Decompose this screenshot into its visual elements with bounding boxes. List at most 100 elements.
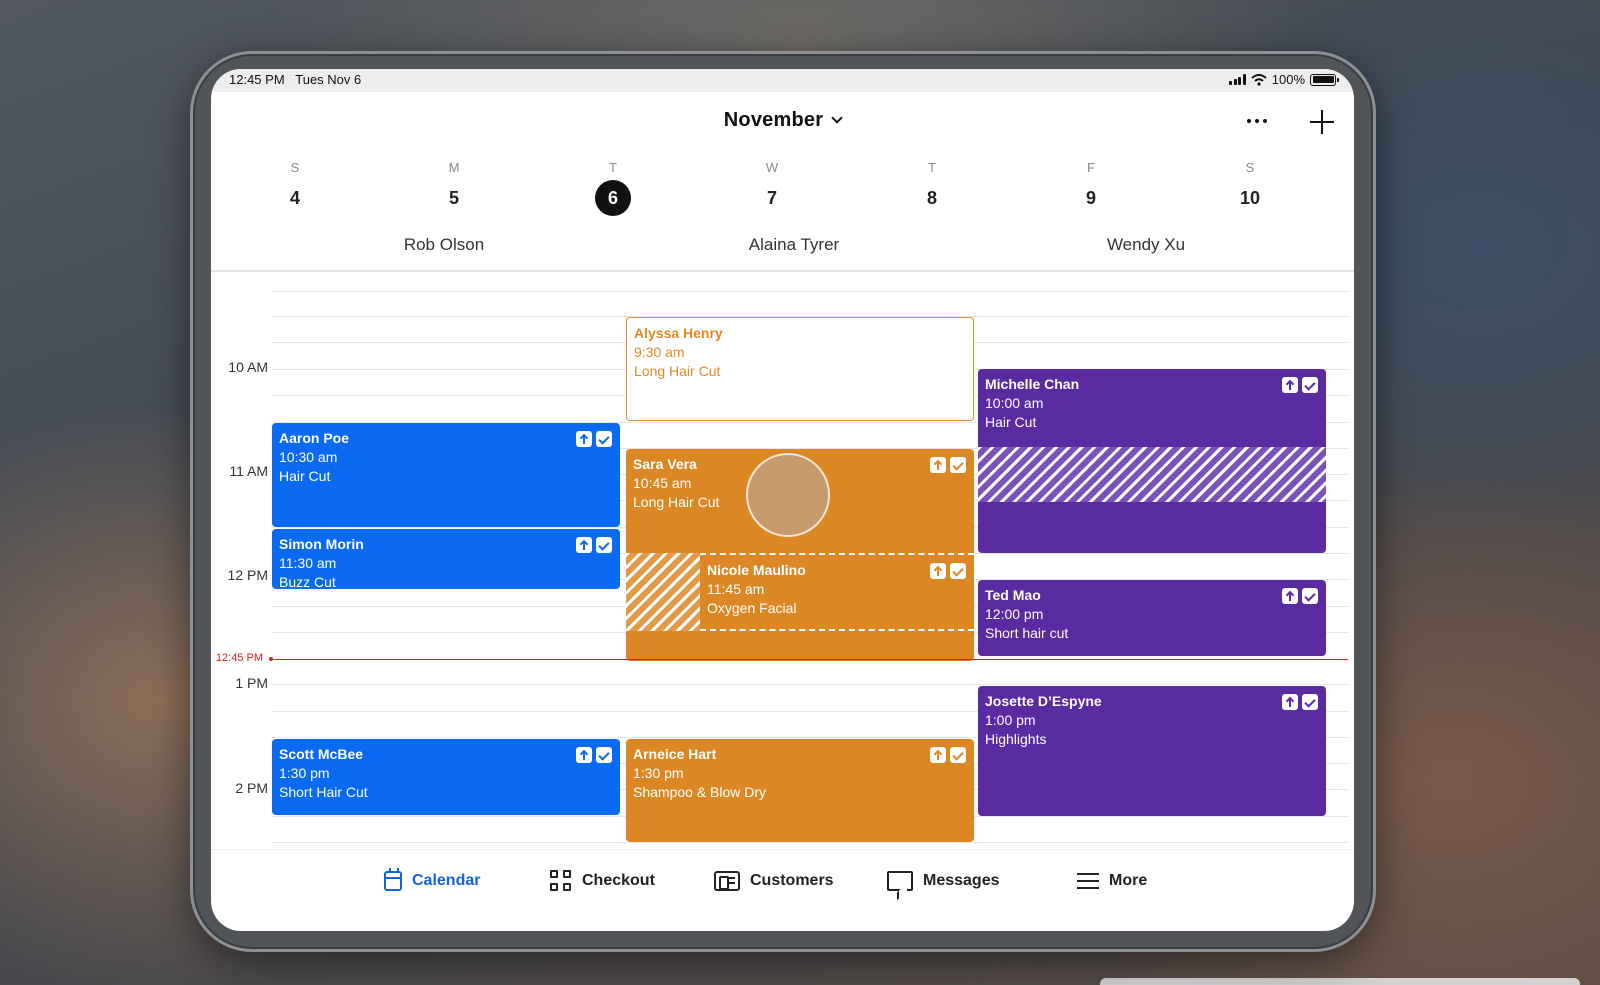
status-indicators: 100% [1229,72,1339,87]
day-letter: S [1245,160,1255,175]
appointment-service: Shampoo & Blow Dry [633,784,767,800]
tab-checkout[interactable]: Checkout [550,866,655,896]
grid-line [272,684,1348,685]
processing-time-hatch [978,447,1326,502]
month-selector[interactable]: November [211,109,1354,132]
day-letter: T [928,160,936,175]
menu-icon [1077,873,1099,889]
check-icon[interactable] [596,537,612,553]
signal-icon [1229,74,1246,85]
day-number: 8 [926,188,937,208]
check-icon[interactable] [1302,377,1318,393]
check-icon[interactable] [596,431,612,447]
day-number-selected: 6 [595,180,631,216]
check-icon[interactable] [950,563,966,579]
tabbar-divider [211,849,1354,850]
arrow-up-icon[interactable] [576,537,592,553]
appointment-time: 11:45 am [707,581,765,597]
battery-icon [1310,73,1339,86]
arrow-up-icon[interactable] [1282,694,1298,710]
appointment-alyssa-henry[interactable]: Alyssa Henry 9:30 am Long Hair Cut [626,317,974,421]
grid-line [272,448,1348,449]
appointment-arneice-hart[interactable]: Arneice Hart 1:30 pm Shampoo & Blow Dry [626,739,974,842]
chevron-down-icon [831,112,843,124]
appointment-time: 9:30 am [634,344,685,360]
day-letter: M [448,160,460,175]
grid-line [272,291,1348,292]
status-time: 12:45 PM Tues Nov 6 [229,72,361,87]
wifi-icon [1251,73,1267,86]
arrow-up-icon[interactable] [576,431,592,447]
tab-customers[interactable]: Customers [714,866,834,896]
calendar-icon [384,868,402,891]
appointment-time: 12:00 pm [985,606,1044,622]
appointment-client: Arneice Hart [633,746,717,762]
appointment-time: 10:45 am [633,475,692,491]
hour-label-10am: 10 AM [228,359,268,375]
status-clock: 12:45 PM [229,72,285,87]
background-window-edge [1100,978,1580,985]
more-options-icon[interactable] [1241,109,1273,133]
check-icon[interactable] [1302,694,1318,710]
day-number: 9 [1085,188,1096,208]
tab-label: Calendar [412,872,481,889]
appointment-service: Short Hair Cut [279,784,368,800]
appointment-ted-mao[interactable]: Ted Mao 12:00 pm Short hair cut [978,580,1326,656]
hour-label-12pm: 12 PM [227,567,268,583]
arrow-up-icon[interactable] [1282,588,1298,604]
day-number: 4 [289,188,300,208]
appointment-client: Aaron Poe [279,430,350,446]
check-icon[interactable] [950,747,966,763]
appointment-josette-despyne[interactable]: Josette D’Espyne 1:00 pm Highlights [978,686,1326,816]
day-letter: W [765,160,779,175]
day-letter: T [609,160,617,175]
hour-label-1pm: 1 PM [235,675,268,691]
appointment-client: Scott McBee [279,746,364,762]
add-icon[interactable] [1309,109,1335,135]
staff-header-alaina-tyrer[interactable]: Alaina Tyrer [748,235,840,254]
battery-percent: 100% [1271,72,1305,87]
status-bar: 12:45 PM Tues Nov 6 100% [211,69,1354,92]
message-icon [887,871,913,891]
appointment-client: Alyssa Henry [634,325,723,341]
tab-label: Checkout [582,872,655,889]
appointment-simon-morin[interactable]: Simon Morin 11:30 am Buzz Cut [272,529,620,589]
arrow-up-icon[interactable] [930,457,946,473]
arrow-up-icon[interactable] [930,563,946,579]
tab-messages[interactable]: Messages [887,866,1000,896]
arrow-up-icon[interactable] [576,747,592,763]
appointment-service: Hair Cut [279,468,331,484]
grid-line [272,316,1348,317]
appointment-time: 11:30 am [279,555,337,571]
grid-icon [550,870,572,892]
appointment-service: Highlights [985,731,1047,747]
arrow-up-icon[interactable] [1282,377,1298,393]
tab-more[interactable]: More [1077,866,1147,896]
appointment-client: Ted Mao [985,587,1041,603]
appointment-time: 10:00 am [985,395,1044,411]
avatar [746,453,830,537]
tab-calendar[interactable]: Calendar [384,866,480,896]
current-time-line [271,659,1348,660]
check-icon[interactable] [596,747,612,763]
day-number: 7 [766,188,777,208]
app-screen: 12:45 PM Tues Nov 6 100% November S 4 M … [211,69,1354,931]
check-icon[interactable] [1302,588,1318,604]
appointment-scott-mcbee[interactable]: Scott McBee 1:30 pm Short Hair Cut [272,739,620,815]
appointment-service: Hair Cut [985,414,1037,430]
appointment-time: 1:00 pm [985,712,1036,728]
appointment-service: Buzz Cut [279,574,336,589]
arrow-up-icon[interactable] [930,747,946,763]
staff-header-wendy-xu[interactable]: Wendy Xu [1106,235,1186,254]
grid-line [272,422,1348,423]
check-icon[interactable] [950,457,966,473]
tab-label: Customers [750,872,834,889]
appointment-client: Michelle Chan [985,376,1080,392]
staff-header-rob-olson[interactable]: Rob Olson [403,235,485,254]
appointment-service: Long Hair Cut [634,363,721,379]
appointment-aaron-poe[interactable]: Aaron Poe 10:30 am Hair Cut [272,423,620,527]
appointment-nicole-maulino[interactable]: Nicole Maulino 11:45 am Oxygen Facial [700,553,974,631]
appointment-time: 1:30 pm [279,765,330,781]
appointment-client: Josette D’Espyne [985,693,1102,709]
grid-line [272,842,1348,843]
